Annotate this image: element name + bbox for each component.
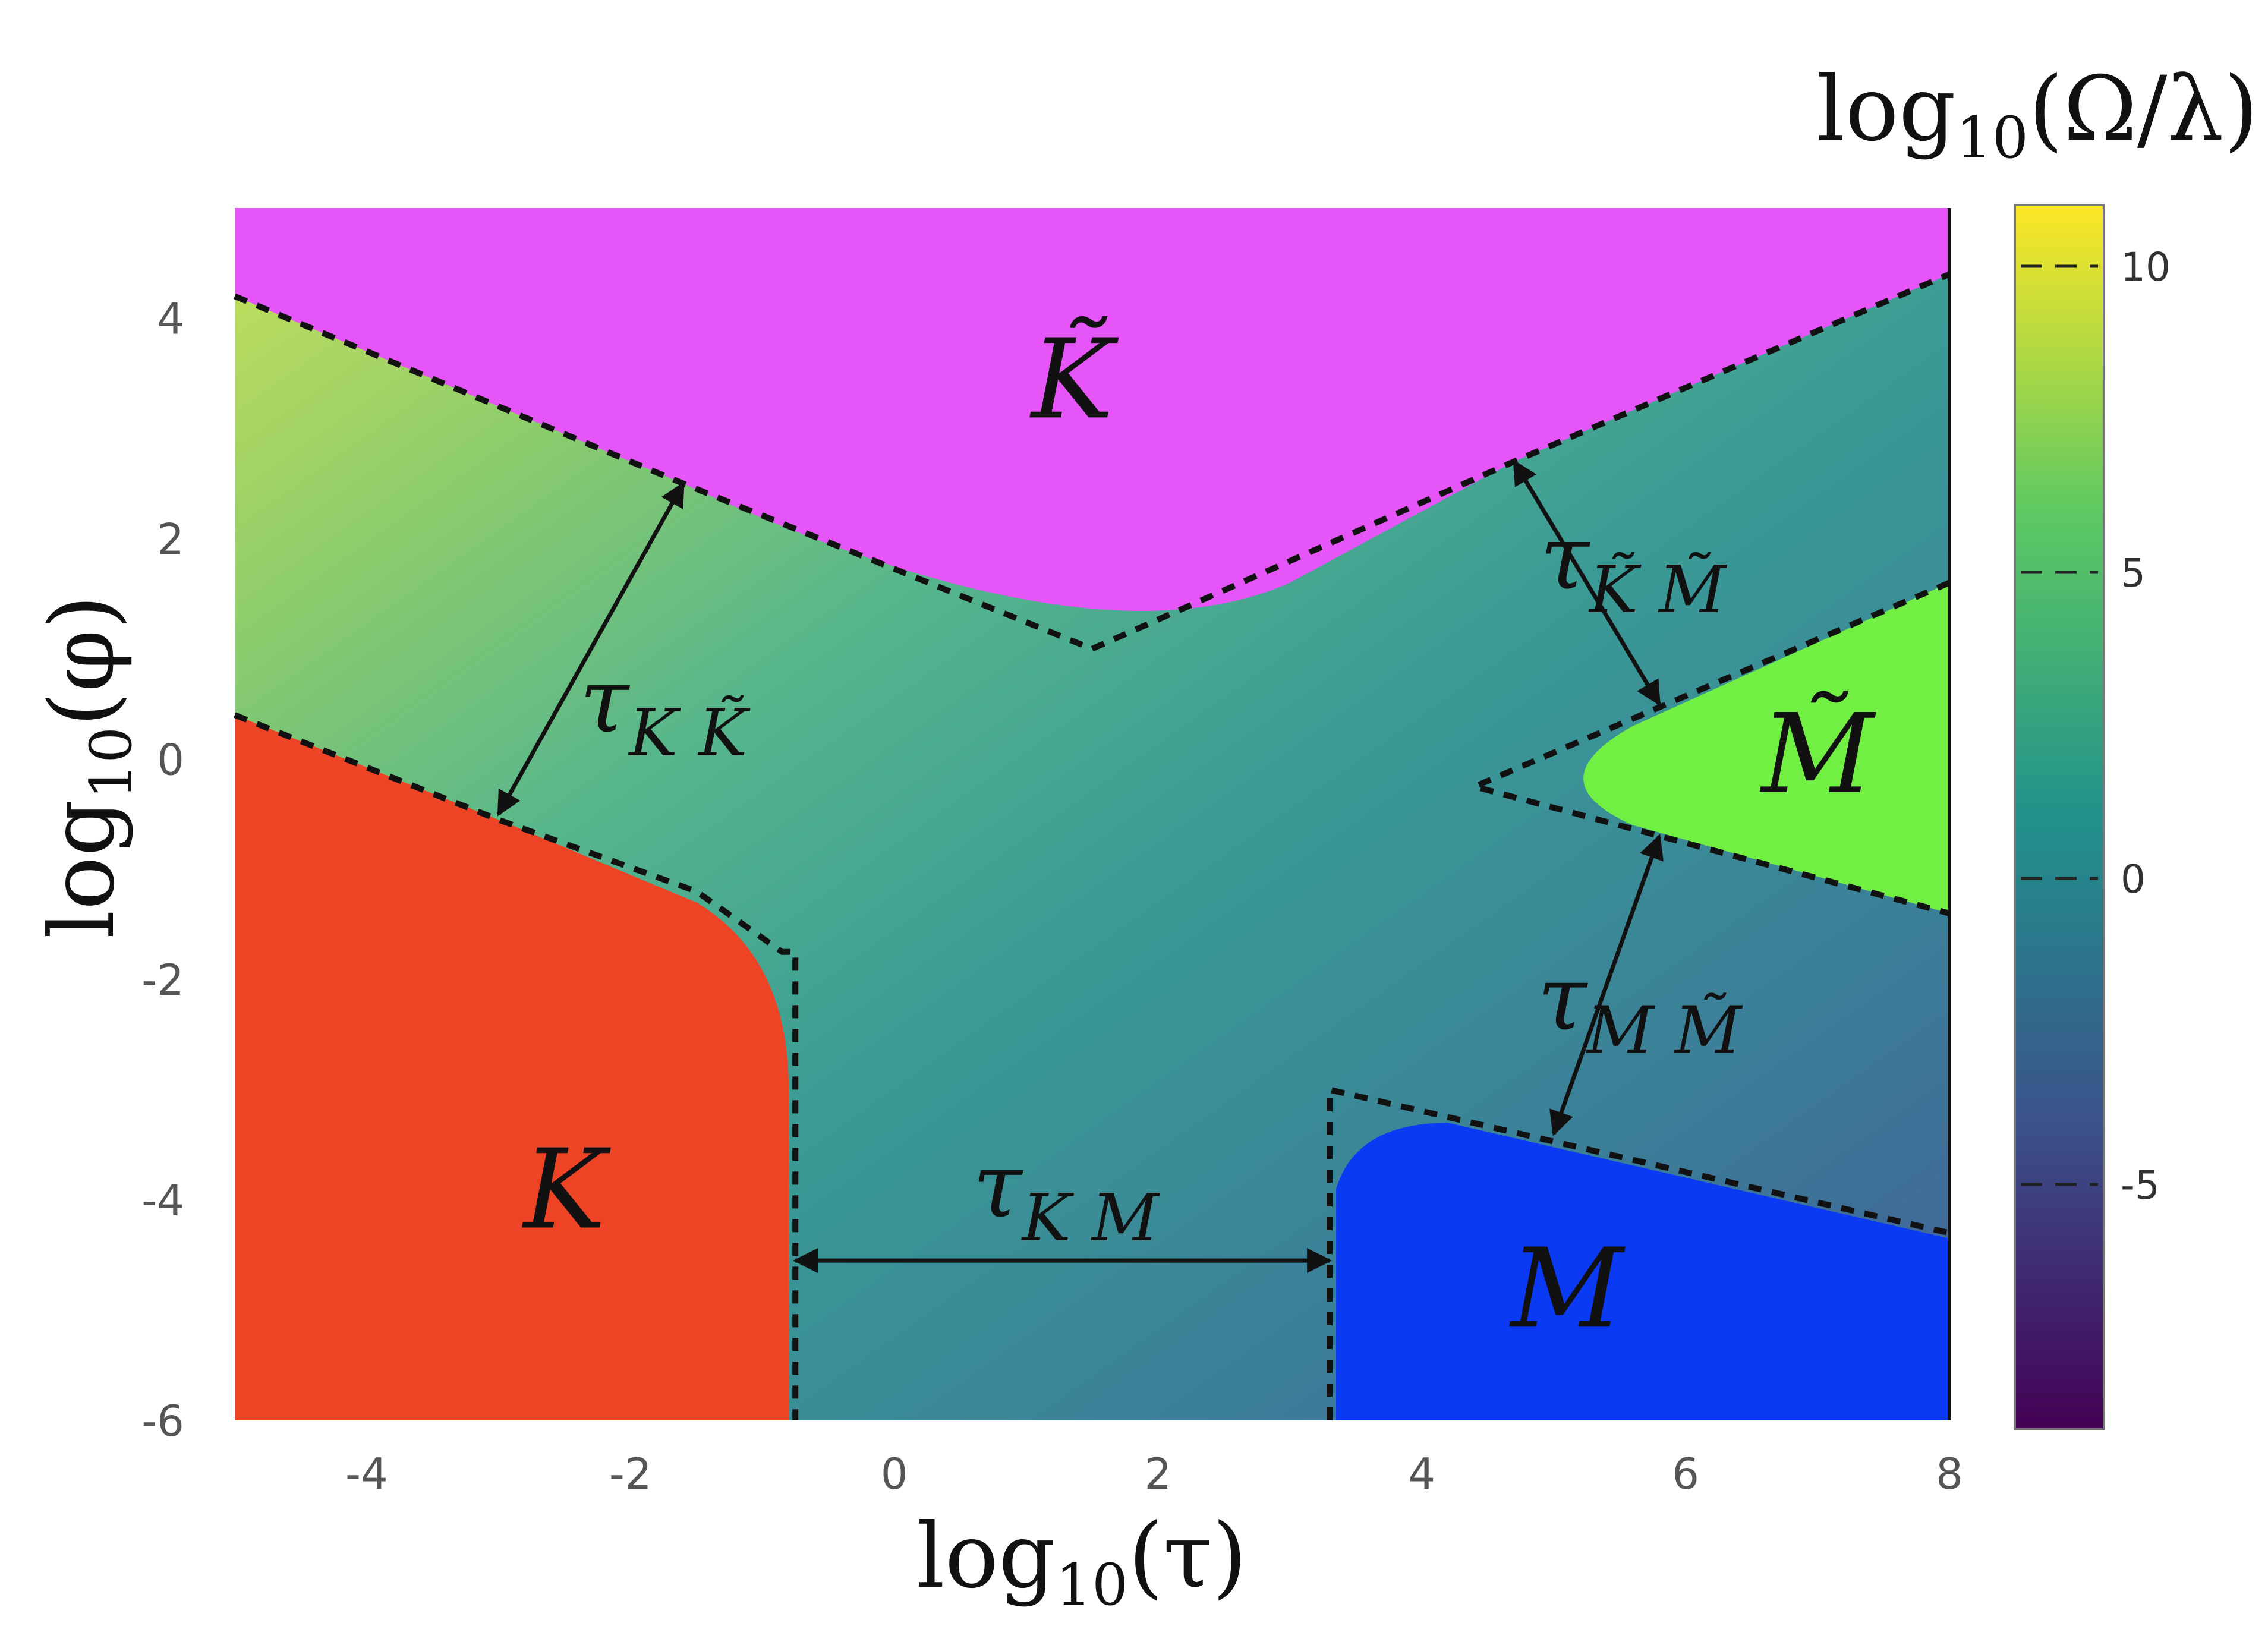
y-tick-label: -2 (141, 955, 184, 1005)
boundary-m-tilde (1465, 579, 1951, 916)
x-tick-label: 2 (1145, 1449, 1172, 1499)
y-tick-label: 2 (157, 514, 184, 564)
label-m-tilde: M̃ (1759, 690, 1876, 818)
arrow-2 (1549, 834, 1664, 1136)
colorbar-title: log10(Ω/λ) (1817, 58, 2258, 171)
x-tick-labels: -4 -2 0 2 4 6 8 (345, 1449, 1963, 1499)
label-k: K (522, 1125, 612, 1253)
y-axis-label-arg: (φ) (31, 595, 134, 727)
label-m: M (1509, 1224, 1626, 1353)
colorbar-title-base: log (1817, 58, 1956, 161)
label-tau-3: τK M (973, 1135, 1160, 1256)
x-axis-label-base: log (916, 1505, 1056, 1608)
label-k-tilde: K̃ (1029, 315, 1119, 443)
plot-area (235, 208, 1949, 1420)
region-m-tilde (1583, 582, 1949, 913)
region-k-tilde (235, 208, 1949, 611)
y-tick-label: 4 (157, 294, 184, 344)
x-tick-label: -2 (609, 1449, 652, 1499)
y-tick-label: -4 (141, 1176, 184, 1225)
y-tick-label: -6 (141, 1396, 184, 1446)
x-tick-label: 8 (1936, 1449, 1963, 1499)
label-tau-1: τK̃ M̃ (1540, 506, 1727, 628)
x-tick-label: 6 (1672, 1449, 1699, 1499)
x-axis-label-arg: (τ) (1128, 1505, 1247, 1608)
x-tick-label: 0 (881, 1449, 908, 1499)
arrows-layer (496, 459, 1664, 1274)
y-axis-label-sub: 10 (78, 727, 144, 799)
colorbar-gradient (2014, 204, 2105, 1430)
arrow-0 (496, 481, 685, 817)
label-tau-2: τM M̃ (1538, 947, 1743, 1069)
regions-layer (235, 208, 1949, 1420)
colorbar-tick-label: -5 (2121, 1162, 2160, 1208)
y-tick-label: 0 (157, 735, 184, 784)
colorbar-tick-label: 0 (2121, 856, 2146, 902)
colorbar-tick-label: 10 (2121, 244, 2171, 290)
boundary-k-tilde (234, 271, 1951, 653)
x-tick-label: -4 (345, 1449, 388, 1499)
region-labels: K̃ K M M̃ τK K̃ τK̃ M̃ τM M̃ τK M (522, 315, 1877, 1353)
x-axis-label: log10(τ) (916, 1505, 1248, 1618)
y-axis-label: log10(φ) (31, 595, 144, 939)
y-axis-label-base: log (31, 799, 134, 938)
y-tick-labels: -6 -4 -2 0 2 4 (141, 294, 184, 1446)
boundary-k (234, 712, 799, 1420)
colorbar-tick-label: 5 (2121, 550, 2146, 596)
colorbar-title-arg: (Ω/λ) (2028, 58, 2258, 161)
region-m (1336, 1123, 1949, 1420)
colorbar-title-sub: 10 (1956, 105, 2028, 171)
x-tick-label: 4 (1408, 1449, 1435, 1499)
label-tau-0: τK K̃ (579, 650, 751, 771)
arrow-1 (1512, 459, 1661, 707)
colorbar-ticks: -5 0 5 10 (2021, 244, 2171, 1208)
region-k (235, 715, 789, 1420)
x-axis-label-sub: 10 (1056, 1552, 1128, 1618)
boundaries-layer (234, 271, 1951, 1420)
